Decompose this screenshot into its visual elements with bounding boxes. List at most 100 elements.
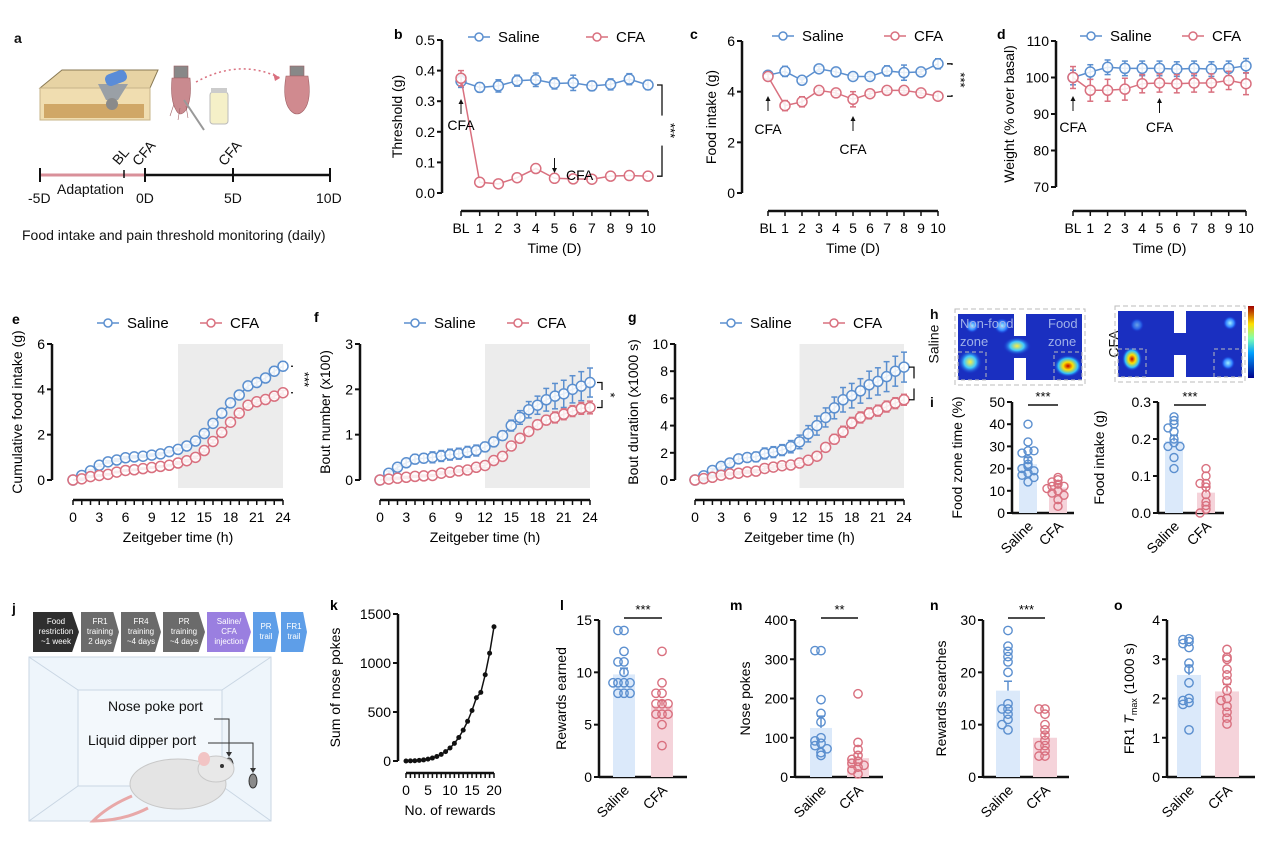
protocol-step-text: CFA: [221, 627, 237, 636]
mouse-icon: [89, 752, 235, 823]
x-tick-label: 10: [930, 220, 946, 236]
data-point-saline: [1023, 468, 1033, 478]
data-point-cfa: [1059, 481, 1069, 492]
data-point-saline: [811, 419, 823, 432]
protocol-step-text: ~1 week: [40, 637, 72, 646]
y-tick-label: 40: [989, 416, 1005, 432]
data-point-cfa: [1153, 77, 1166, 89]
protocol-step-text: restriction: [38, 627, 74, 636]
data-point-saline: [530, 74, 542, 86]
data-point-cfa: [1059, 490, 1069, 500]
y-tick-label: 400: [765, 612, 789, 628]
data-point-saline: [619, 688, 629, 699]
y-tick-label: 0: [727, 185, 735, 201]
data-point-cfa: [837, 425, 849, 438]
data-point-saline: [613, 688, 623, 699]
x-tick-label: 9: [455, 509, 463, 525]
panel-label-k: k: [330, 597, 338, 613]
panel-label-f: f: [314, 309, 319, 325]
data-point-saline: [505, 419, 517, 432]
chart-n: n 0 10 20 30 Rewards searches Saline CFA ***: [930, 597, 1069, 821]
legend-label-saline: Saline: [498, 29, 540, 46]
data-point-saline: [846, 389, 858, 402]
bar-cfa: [1215, 691, 1239, 777]
x-tick-label: 6: [122, 509, 130, 525]
significance-stars: ***: [297, 372, 310, 387]
data-point-cfa: [455, 72, 467, 84]
data-point-cfa: [657, 688, 667, 699]
data-point-saline: [810, 645, 820, 656]
data-point-cfa: [1067, 71, 1079, 84]
data-point-cfa: [1240, 77, 1252, 90]
data-point: [465, 718, 471, 724]
x-tick-label: BL: [1064, 220, 1081, 236]
x-tick-label: 12: [792, 509, 808, 525]
data-point-cfa: [1040, 745, 1050, 756]
y-tick-label: 0.2: [1132, 431, 1152, 447]
data-point-saline: [473, 81, 486, 94]
y-tick-label: 10: [652, 336, 668, 352]
data-point-saline: [268, 365, 280, 377]
protocol-step: FR1 training 2 days: [81, 612, 119, 652]
panel-label-g: g: [628, 309, 637, 325]
data-point-cfa: [1034, 704, 1044, 714]
data-point: [456, 734, 462, 740]
data-point-saline: [548, 77, 561, 90]
food-zone-line1: Food: [1048, 316, 1078, 331]
data-point-saline: [1171, 63, 1183, 75]
data-point-cfa: [511, 171, 523, 184]
data-point-cfa: [898, 84, 910, 97]
data-point-cfa: [584, 401, 596, 414]
paw-icon-injected: [169, 65, 191, 121]
x-tick-label: 24: [275, 509, 291, 525]
x-tick-label: CFA: [640, 781, 671, 812]
legend-marker-cfa: [829, 318, 839, 328]
x-tick-label: 9: [1225, 220, 1233, 236]
data-point-cfa: [623, 169, 636, 182]
data-point-saline: [1003, 625, 1013, 636]
data-point-saline: [488, 436, 500, 448]
data-point-saline: [514, 411, 526, 424]
paw-icon-inflamed: [284, 65, 310, 115]
legend-label-saline: Saline: [1110, 28, 1152, 45]
data-point-saline: [1101, 61, 1114, 74]
legend-marker-saline: [1086, 31, 1096, 41]
data-point-saline: [816, 645, 826, 656]
y-tick-label: 1: [1152, 730, 1160, 746]
data-point-cfa: [496, 450, 509, 463]
data-point-saline: [496, 429, 509, 442]
x-tick-label: 10: [442, 782, 458, 798]
data-point-saline: [1169, 415, 1179, 426]
y-tick-label: 15: [576, 612, 592, 628]
data-point-saline: [1169, 452, 1179, 463]
panel-label-i: i: [930, 394, 934, 410]
annotation-arrowhead: [552, 168, 557, 173]
data-point-cfa: [657, 709, 667, 720]
x-tick-label: 20: [486, 782, 502, 798]
protocol-step: Saline/CFA injection: [207, 612, 251, 652]
significance-stars: *: [915, 381, 920, 386]
data-point-cfa: [1171, 77, 1183, 90]
panel-label-m: m: [730, 597, 742, 613]
data-point-cfa: [189, 451, 202, 464]
panel-label-d: d: [997, 26, 1006, 42]
x-axis-label: Time (D): [528, 240, 582, 256]
data-point-saline: [881, 65, 893, 77]
y-tick-label: 0.3: [416, 93, 436, 109]
y-tick-label: 0: [1152, 769, 1160, 785]
y-tick-label: 4: [1152, 612, 1160, 628]
data-point-cfa: [224, 416, 237, 428]
data-point-cfa: [1101, 84, 1114, 97]
x-tick-label: 2: [798, 220, 806, 236]
x-tick-label: 3: [1121, 220, 1129, 236]
x-tick-label: 21: [249, 509, 265, 525]
legend-label-cfa: CFA: [914, 28, 943, 45]
significance-stars: ***: [1019, 602, 1034, 617]
data-point-saline: [1023, 446, 1033, 456]
chart-i-food-intake: 0.0 0.1 0.2 0.3 Food intake (g) Saline CFA ***: [1091, 389, 1224, 557]
data-point-saline: [1184, 724, 1194, 735]
y-tick-label: 80: [1033, 143, 1049, 159]
protocol-step-text: Saline/: [216, 617, 242, 626]
